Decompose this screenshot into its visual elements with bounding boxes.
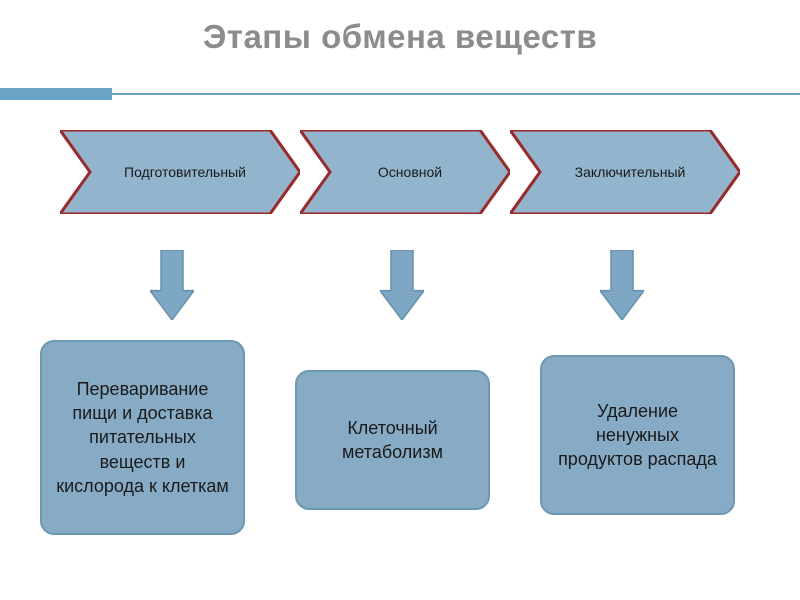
chevron-row: ПодготовительныйОсновнойЗаключительный <box>60 130 760 220</box>
divider <box>0 88 800 100</box>
description-box: Переваривание пищи и доставка питательны… <box>40 340 245 535</box>
divider-line <box>112 93 800 95</box>
stage-chevron-label: Подготовительный <box>60 164 300 180</box>
stage-chevron: Заключительный <box>510 130 740 214</box>
down-arrow-icon <box>150 250 194 320</box>
stage-chevron-label: Заключительный <box>510 164 740 180</box>
description-box: Удаление ненужных продуктов распада <box>540 355 735 515</box>
description-row: Переваривание пищи и доставка питательны… <box>40 340 760 540</box>
divider-bar <box>0 88 112 100</box>
down-arrow-icon <box>600 250 644 320</box>
stage-chevron: Подготовительный <box>60 130 300 214</box>
stage-chevron-label: Основной <box>300 164 510 180</box>
description-box: Клеточный метаболизм <box>295 370 490 510</box>
page-title: Этапы обмена веществ <box>0 0 800 56</box>
down-arrow-icon <box>380 250 424 320</box>
stage-chevron: Основной <box>300 130 510 214</box>
